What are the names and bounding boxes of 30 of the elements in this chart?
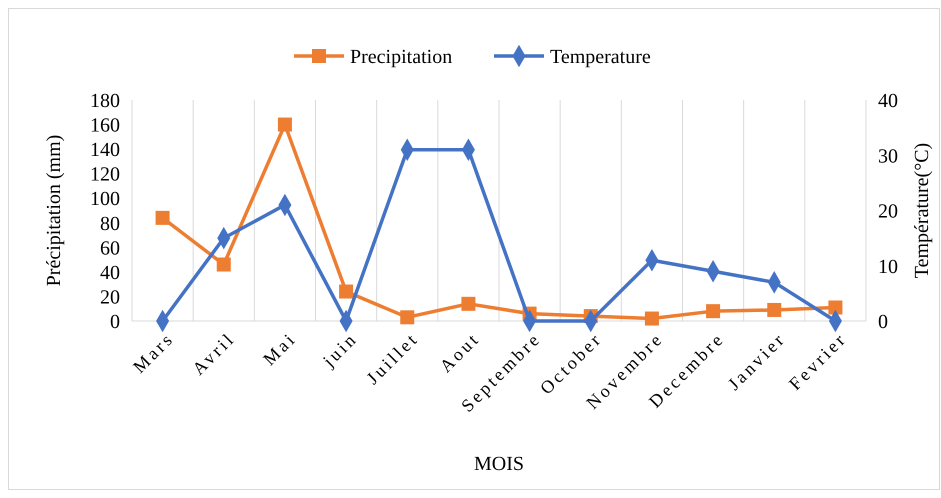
y-tick-label: 160 [90,114,120,137]
point [767,302,782,317]
y2-tick-label: 10 [878,256,898,278]
y2-tick-label: 0 [878,311,888,333]
point [400,310,414,324]
y-tick-label: 0 [110,311,120,333]
point [278,118,292,132]
point [339,284,354,299]
y-tick-label: 140 [90,139,120,162]
point [156,210,170,225]
legend-label: Temperature [550,46,651,68]
y2-tick-label: 30 [878,145,898,168]
y-axis-title: Précipitation (mm) [43,134,65,286]
y-tick-label: 60 [100,237,120,260]
y-tick-label: 40 [100,262,120,284]
y-tick-label: 80 [100,212,120,235]
point [461,296,476,311]
legend-label: Precipitation [350,46,452,68]
y2-tick-label: 20 [878,200,898,222]
point [216,258,231,272]
x-axis-title: MOIS [474,453,524,475]
y-tick-label: 20 [100,286,120,308]
y2-axis-title: Température(°C) [911,142,933,278]
point [706,304,720,318]
y-tick-label: 180 [90,90,120,112]
y2-tick-label: 40 [878,90,898,112]
y-tick-label: 100 [90,188,120,210]
point [828,300,842,314]
y-tick-label: 120 [90,164,120,186]
point [644,312,659,326]
